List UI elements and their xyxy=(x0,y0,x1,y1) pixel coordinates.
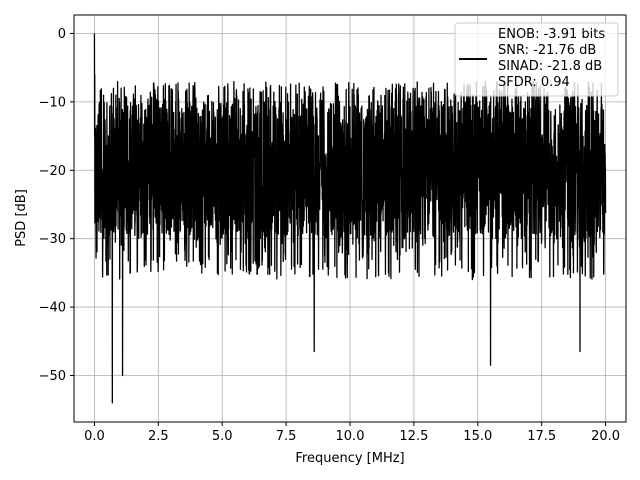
legend: ENOB: -3.91 bits SNR: -21.76 dB SINAD: -21… xyxy=(454,22,619,97)
psd-line xyxy=(93,33,607,404)
x-tick-label: 0.0 xyxy=(84,429,105,444)
y-tick-label: −40 xyxy=(39,301,66,316)
y-axis-label: PSD [dB] xyxy=(14,189,29,247)
x-tick-label: 15.0 xyxy=(463,429,492,444)
x-tick-label: 7.5 xyxy=(276,429,297,444)
x-tick-label: 10.0 xyxy=(336,429,365,444)
x-tick-label: 2.5 xyxy=(148,429,169,444)
legend-entry-label: ENOB: -3.91 bits SNR: -21.76 dB SINAD: -21… xyxy=(498,27,605,90)
x-tick-label: 17.5 xyxy=(527,429,556,444)
psd-series xyxy=(93,33,607,404)
y-tick-label: −50 xyxy=(39,369,66,384)
x-tick-label: 5.0 xyxy=(212,429,233,444)
legend-text-line: SINAD: -21.8 dB xyxy=(498,59,602,74)
x-axis-ticks: 0.0 2.5 5.0 7.5 10.0 12.5 15.0 17.5 20.0 xyxy=(84,422,620,444)
y-axis-ticks: 0 −10 −20 −30 −40 −50 xyxy=(39,27,74,384)
legend-text-line: SNR: -21.76 dB xyxy=(498,43,596,58)
y-tick-label: −20 xyxy=(39,164,66,179)
x-axis-label: Frequency [MHz] xyxy=(295,451,404,466)
legend-text-line: ENOB: -3.91 bits xyxy=(498,27,605,42)
y-tick-label: 0 xyxy=(58,27,66,42)
y-tick-label: −10 xyxy=(39,95,66,110)
legend-text-line: SFDR: 0.94 xyxy=(498,75,570,90)
legend-box xyxy=(454,22,619,97)
y-tick-label: −30 xyxy=(39,232,66,247)
x-tick-label: 20.0 xyxy=(591,429,620,444)
x-tick-label: 12.5 xyxy=(399,429,428,444)
